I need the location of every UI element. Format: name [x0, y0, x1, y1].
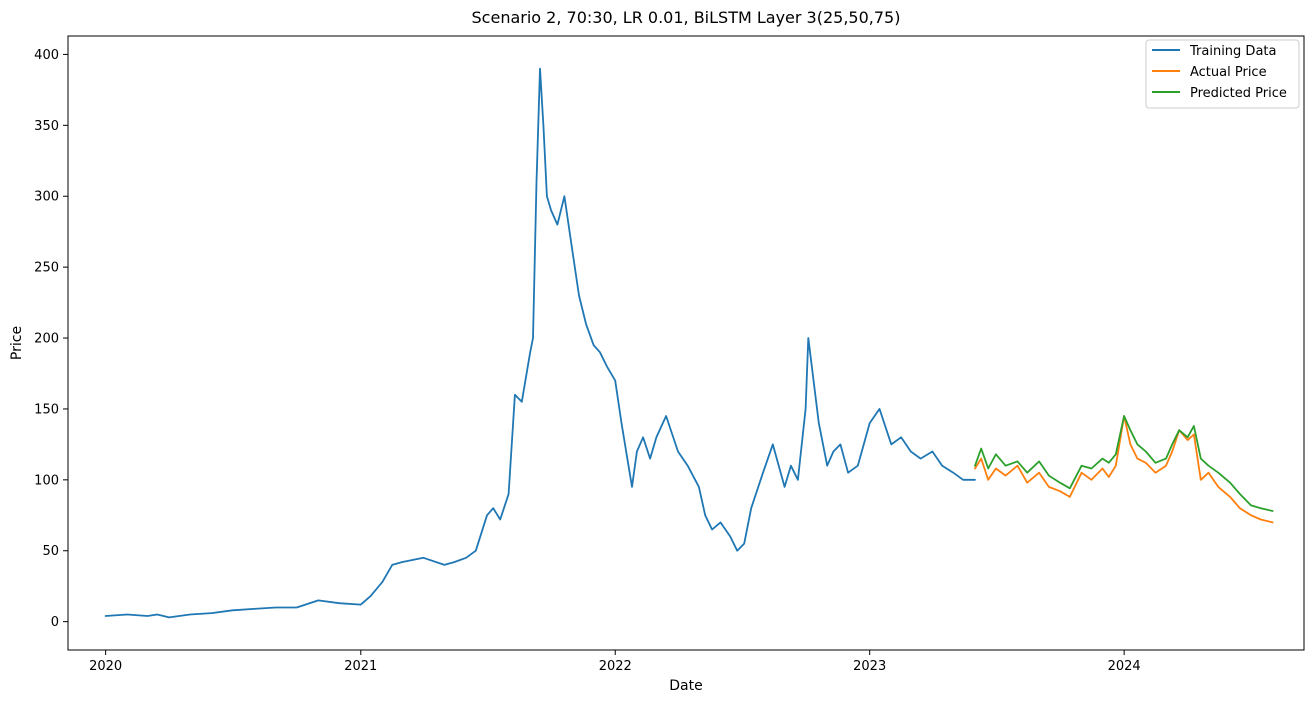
- x-tick-label-1: 2021: [344, 659, 377, 674]
- series-line-1: [974, 415, 1274, 524]
- y-tick-label-3: 150: [34, 402, 59, 417]
- legend-box: [1145, 39, 1300, 109]
- y-tick-label-2: 100: [34, 473, 59, 488]
- series-line-0: [104, 67, 976, 619]
- y-tick-label-4: 200: [34, 332, 59, 347]
- y-tick-label-7: 350: [34, 119, 59, 134]
- x-tick-label-3: 2023: [853, 659, 886, 674]
- x-tick-label-0: 2020: [89, 659, 122, 674]
- y-tick-label-1: 50: [42, 544, 59, 559]
- legend: Training Data Actual Price Predicted Price: [1145, 39, 1300, 109]
- x-tick-label-4: 2024: [1108, 659, 1141, 674]
- y-tick-label-8: 400: [34, 48, 59, 63]
- x-axis-title: Date: [669, 678, 702, 694]
- y-tick-label-6: 300: [34, 190, 59, 205]
- y-axis-title: Price: [9, 326, 25, 360]
- x-axis: 2020 2021 2022 2023 2024: [89, 650, 1141, 674]
- legend-label-1: Actual Price: [1190, 65, 1267, 80]
- x-tick-label-2: 2022: [599, 659, 632, 674]
- y-tick-label-0: 0: [51, 615, 59, 630]
- plot-frame: [67, 35, 1305, 651]
- y-axis: 0 50 100 150 200 250 300 350 400: [34, 48, 68, 630]
- y-tick-label-5: 250: [34, 261, 59, 276]
- legend-label-0: Training Data: [1189, 44, 1276, 59]
- series-line-2: [974, 415, 1274, 512]
- series-layer: [104, 67, 1274, 619]
- legend-label-2: Predicted Price: [1190, 86, 1287, 101]
- chart-title: Scenario 2, 70:30, LR 0.01, BiLSTM Layer…: [472, 8, 901, 27]
- plot-area: [68, 36, 1304, 650]
